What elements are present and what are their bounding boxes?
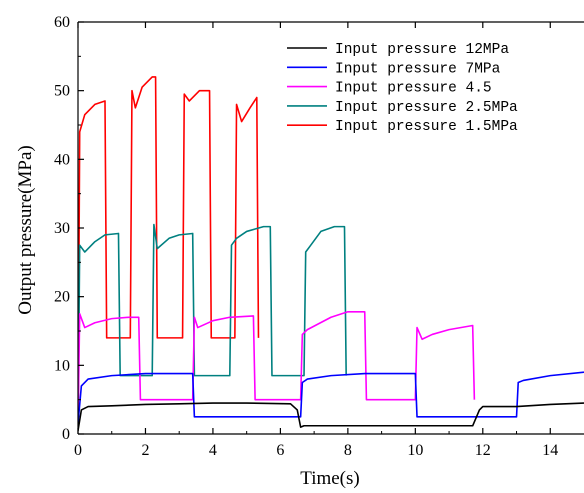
x-tick-label: 12 xyxy=(475,442,491,459)
series-line-3 xyxy=(78,223,347,431)
series-line-0 xyxy=(78,402,584,431)
y-tick-label: 10 xyxy=(54,357,70,374)
legend-label-4: Input pressure 1.5MPa xyxy=(335,119,518,135)
y-tick-label: 0 xyxy=(62,426,70,443)
x-tick-label: 4 xyxy=(209,442,217,459)
x-tick-label: 10 xyxy=(407,442,423,459)
legend-label-3: Input pressure 2.5MPa xyxy=(335,100,518,116)
x-tick-label: 8 xyxy=(344,442,352,459)
legend-label-2: Input pressure 4.5 xyxy=(335,81,492,97)
x-tick-label: 0 xyxy=(74,442,82,459)
x-tick-label: 6 xyxy=(276,442,284,459)
legend-label-0: Input pressure 12MPa xyxy=(335,42,509,58)
legend: Input pressure 12MPa Input pressure 7MPa I… xyxy=(287,42,518,135)
x-tick-label: 2 xyxy=(141,442,149,459)
y-tick-label: 30 xyxy=(54,220,70,237)
series-line-4 xyxy=(78,76,260,431)
axes-layer: 0 10 20 30 40 50 60 0 2 4 6 8 10 12 14 xyxy=(54,14,584,459)
y-tick-label: 40 xyxy=(54,151,70,168)
series-layer xyxy=(78,76,584,431)
y-tick-label: 50 xyxy=(54,83,70,100)
y-tick-label: 20 xyxy=(54,289,70,306)
series-line-1 xyxy=(78,371,584,424)
y-tick-label: 60 xyxy=(54,14,70,31)
series-line-2 xyxy=(78,310,476,429)
x-axis-label: Time(s) xyxy=(300,468,359,489)
legend-label-1: Input pressure 7MPa xyxy=(335,61,501,77)
y-axis-label: Output pressure(MPa) xyxy=(15,145,36,314)
x-tick-label: 14 xyxy=(542,442,558,459)
